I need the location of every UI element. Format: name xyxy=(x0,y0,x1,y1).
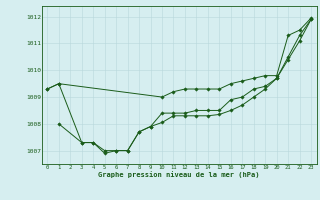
X-axis label: Graphe pression niveau de la mer (hPa): Graphe pression niveau de la mer (hPa) xyxy=(99,171,260,178)
